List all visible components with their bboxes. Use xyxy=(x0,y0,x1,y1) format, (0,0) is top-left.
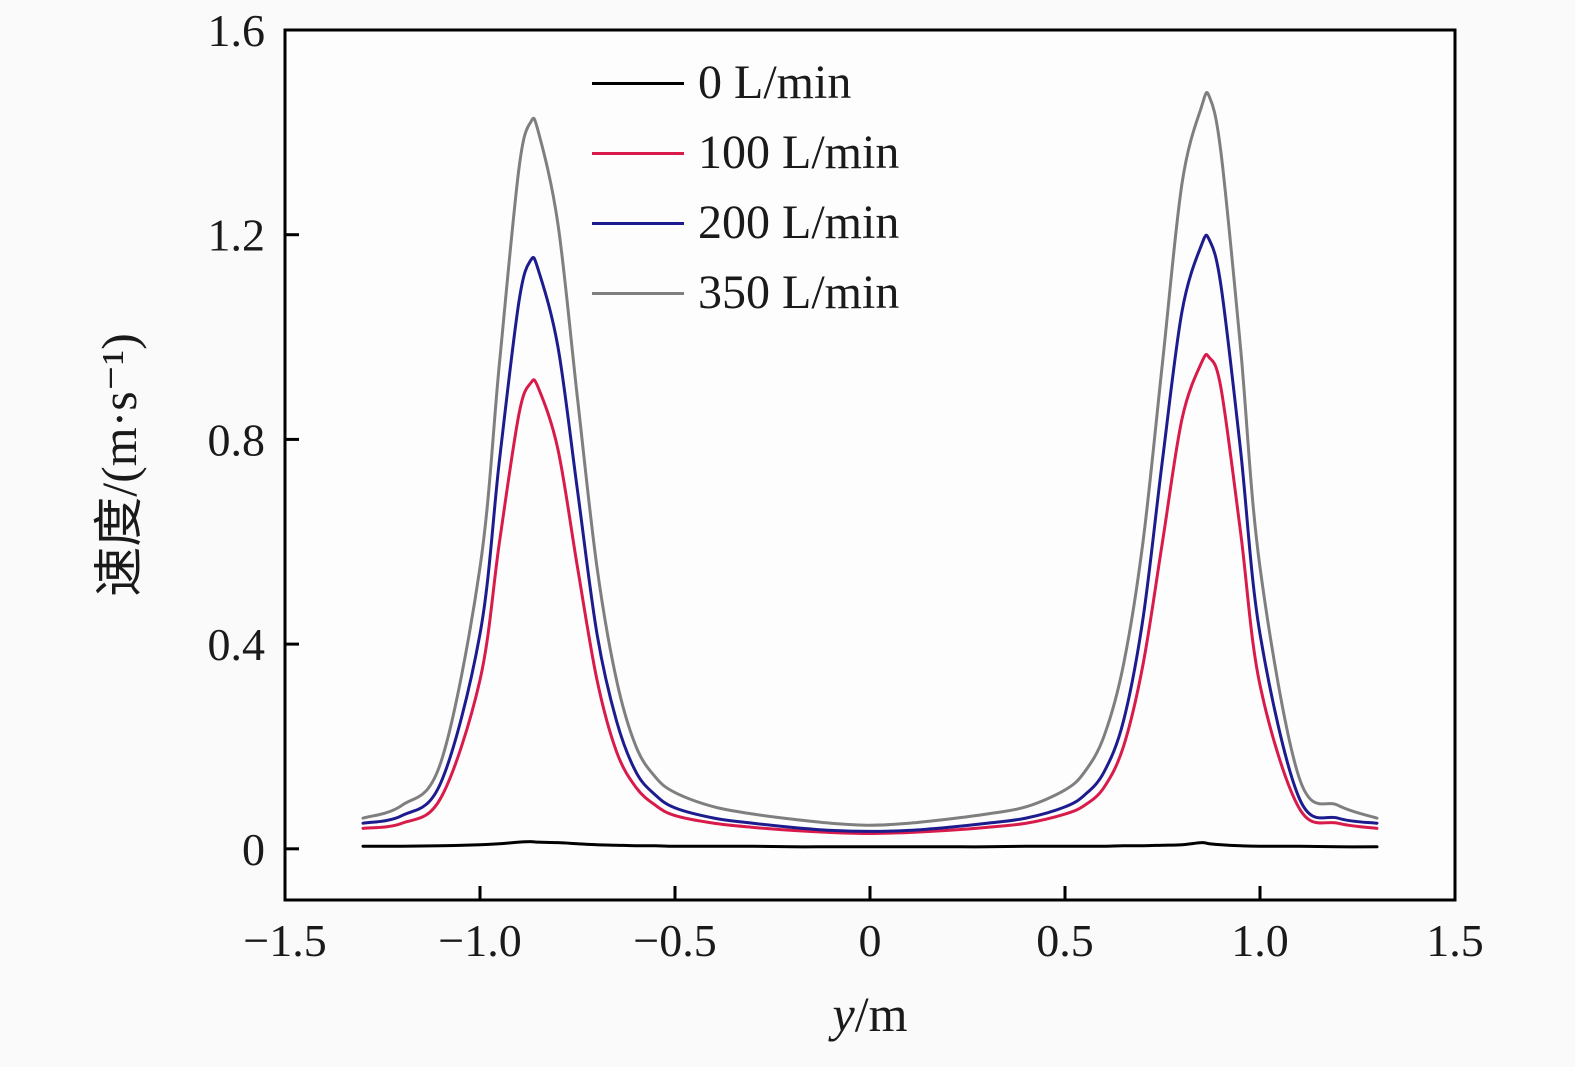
legend-item-1: 100 L/min xyxy=(592,122,899,184)
y-tick-label: 0 xyxy=(242,824,265,875)
y-tick-label: 0.8 xyxy=(208,414,266,465)
x-tick-label: −1.5 xyxy=(243,915,326,966)
y-axis-label: 速度/(m·s⁻¹) xyxy=(91,333,147,597)
series-line-1 xyxy=(361,353,1379,835)
chart-legend: 0 L/min 100 L/min 200 L/min 350 L/min xyxy=(592,52,899,324)
y-tick-label: 0.4 xyxy=(208,619,266,670)
legend-label: 350 L/min xyxy=(698,266,900,319)
series-line-3 xyxy=(361,91,1379,827)
series-line-0 xyxy=(361,840,1379,849)
x-tick-label: 1.0 xyxy=(1231,915,1289,966)
legend-label: 200 L/min xyxy=(698,196,900,249)
legend-label: 100 L/min xyxy=(698,126,900,179)
legend-item-2: 200 L/min xyxy=(592,192,899,254)
plot-border xyxy=(283,28,1457,902)
x-tick-label: 1.5 xyxy=(1426,915,1484,966)
series-line-2 xyxy=(361,233,1379,833)
x-tick-label: 0.5 xyxy=(1036,915,1094,966)
x-tick-label: −1.0 xyxy=(438,915,521,966)
legend-item-3: 350 L/min xyxy=(592,262,899,324)
y-tick-label: 1.2 xyxy=(208,210,266,261)
legend-swatch xyxy=(592,81,684,85)
x-axis-label: y/m xyxy=(833,985,908,1043)
legend-swatch xyxy=(592,221,684,225)
legend-item-0: 0 L/min xyxy=(592,52,899,114)
x-axis-label-unit: /m xyxy=(854,986,908,1042)
legend-swatch xyxy=(592,291,684,295)
x-axis-label-variable: y xyxy=(832,986,855,1042)
legend-label: 0 L/min xyxy=(698,56,852,109)
legend-swatch xyxy=(592,151,684,155)
x-tick-label: 0 xyxy=(859,915,882,966)
y-tick-label: 1.6 xyxy=(208,5,266,56)
x-tick-label: −0.5 xyxy=(633,915,716,966)
